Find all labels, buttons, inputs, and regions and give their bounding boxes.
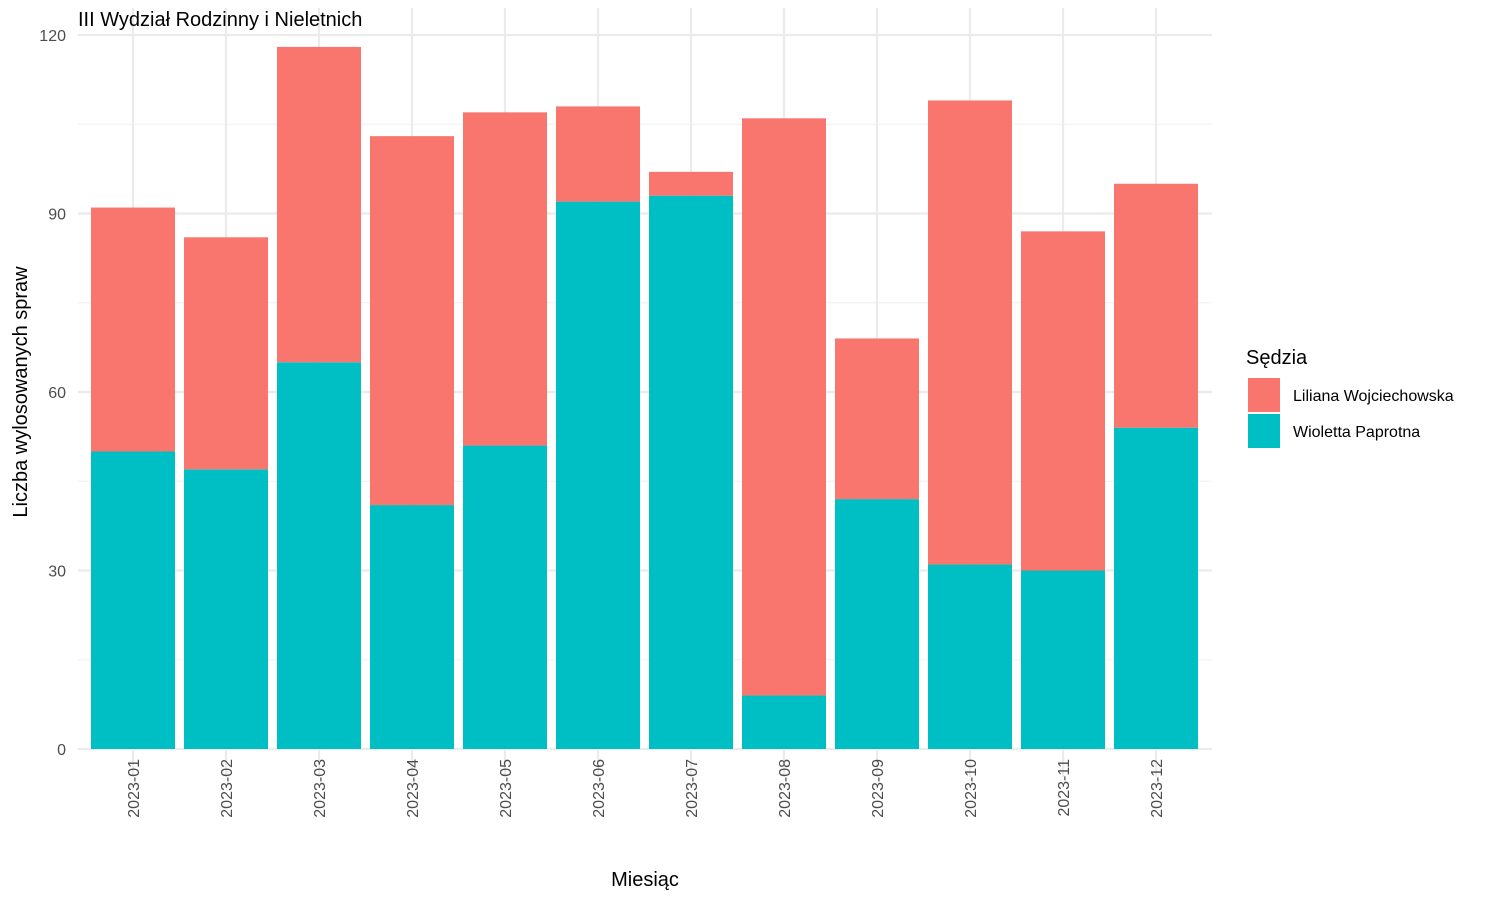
bar-wioletta-paprotna-2023-03 [277,362,361,749]
legend-title: Sędzia [1246,347,1308,369]
bar-liliana-wojciechowska-2023-05 [463,112,547,446]
bar-liliana-wojciechowska-2023-01 [91,207,175,452]
x-tick-label: 2023-11 [1056,759,1073,817]
bar-liliana-wojciechowska-2023-12 [1114,183,1198,428]
y-tick-label: 30 [48,564,66,581]
bar-liliana-wojciechowska-2023-02 [184,237,268,470]
bar-wioletta-paprotna-2023-01 [91,451,175,749]
legend: Sędzia Liliana Wojciechowska Wioletta Pap… [1246,347,1454,448]
y-tick-label: 0 [57,742,66,759]
bar-wioletta-paprotna-2023-06 [556,201,640,750]
x-tick-label: 2023-05 [498,759,515,818]
bar-liliana-wojciechowska-2023-04 [370,136,454,506]
legend-label: Wioletta Paprotna [1293,424,1420,441]
axes: 0 30 60 90 120 2023-01 2023-02 2023-03 2023-04 20… [39,28,1166,818]
bar-wioletta-paprotna-2023-10 [928,564,1012,749]
legend-label: Liliana Wojciechowska [1293,388,1454,405]
x-tick-label: 2023-03 [312,759,329,818]
y-axis-label: Liczba wylosowanych spraw [10,266,32,518]
x-tick-label: 2023-09 [870,759,887,818]
legend-swatch [1248,378,1280,412]
x-tick-label: 2023-04 [405,759,422,818]
bar-liliana-wojciechowska-2023-10 [928,100,1012,565]
bar-liliana-wojciechowska-2023-06 [556,106,640,202]
x-tick-label: 2023-02 [219,759,236,818]
bar-liliana-wojciechowska-2023-03 [277,46,361,363]
bar-wioletta-paprotna-2023-04 [370,505,454,749]
bar-liliana-wojciechowska-2023-08 [742,118,826,696]
x-tick-label: 2023-07 [684,759,701,818]
x-tick-label: 2023-08 [777,759,794,818]
bar-wioletta-paprotna-2023-07 [649,195,733,749]
bars [91,46,1198,750]
x-tick-label: 2023-01 [126,759,143,818]
x-tick-label: 2023-12 [1149,759,1166,818]
bar-liliana-wojciechowska-2023-11 [1021,231,1105,571]
bar-wioletta-paprotna-2023-02 [184,469,268,749]
bar-liliana-wojciechowska-2023-07 [649,171,733,196]
bar-liliana-wojciechowska-2023-09 [835,338,919,500]
y-tick-label: 60 [48,385,66,402]
bar-wioletta-paprotna-2023-09 [835,499,919,749]
bar-wioletta-paprotna-2023-12 [1114,427,1198,749]
x-tick-label: 2023-10 [963,759,980,818]
x-axis-label: Miesiąc [611,869,679,891]
x-tick-label: 2023-06 [591,759,608,818]
bar-wioletta-paprotna-2023-05 [463,445,547,749]
legend-swatch [1248,414,1280,448]
chart-title: III Wydział Rodzinny i Nieletnich [78,9,362,31]
bar-wioletta-paprotna-2023-11 [1021,570,1105,749]
bar-wioletta-paprotna-2023-08 [742,695,826,749]
y-tick-label: 120 [39,28,66,45]
y-tick-label: 90 [48,207,66,224]
